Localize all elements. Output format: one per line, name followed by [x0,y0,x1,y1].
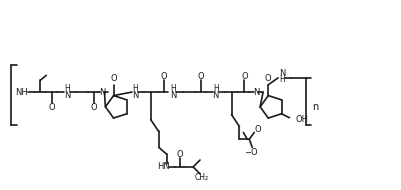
Text: O: O [254,125,261,134]
Text: O: O [160,72,166,81]
Text: CH₂: CH₂ [194,173,209,182]
Text: N: N [132,90,138,100]
Text: N: N [170,90,176,100]
Text: N: N [278,69,285,78]
Text: N: N [212,90,219,100]
Text: H: H [213,84,218,93]
Text: H: H [170,84,176,93]
Text: O: O [197,72,204,81]
Text: O: O [110,74,117,83]
Text: N: N [252,88,259,97]
Text: O: O [264,74,271,83]
Text: O: O [90,103,97,112]
Text: −O: −O [244,148,257,157]
Text: H: H [132,84,138,93]
Text: H: H [279,75,284,84]
Text: O: O [241,72,247,81]
Text: N: N [99,88,105,97]
Text: H: H [64,84,70,93]
Text: OH: OH [295,115,308,124]
Text: O: O [176,150,183,159]
Text: O: O [49,103,55,112]
Text: HN: HN [157,162,170,171]
Text: n: n [312,102,318,112]
Text: NH: NH [15,88,28,97]
Text: N: N [64,90,70,100]
